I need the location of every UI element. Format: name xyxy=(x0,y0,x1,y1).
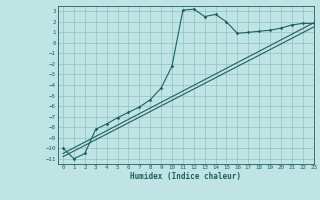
X-axis label: Humidex (Indice chaleur): Humidex (Indice chaleur) xyxy=(130,172,241,181)
